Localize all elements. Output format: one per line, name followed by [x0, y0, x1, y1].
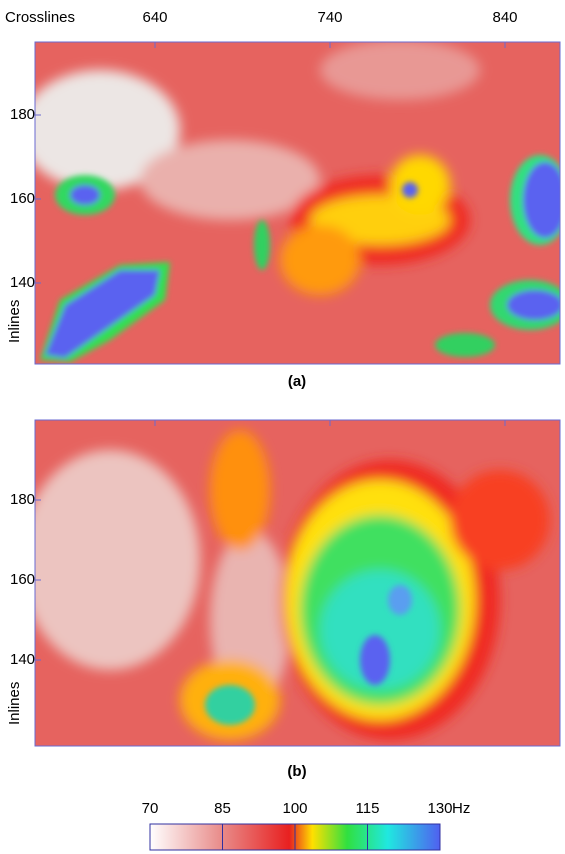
y-tick-label: 140: [10, 274, 35, 291]
x-tick-label: 840: [492, 9, 517, 26]
map-a: [20, 40, 565, 364]
map-b: [20, 420, 560, 746]
panel-label: (a): [288, 373, 306, 390]
colorbar-tick-label: 115: [356, 800, 380, 817]
y-axis-label: Inlines: [6, 300, 23, 343]
colorbar-tick-label: 85: [214, 800, 231, 817]
figure: Crosslines Inlines Inlines (a) (b) 640 74…: [0, 0, 565, 854]
x-tick-label: 740: [317, 9, 342, 26]
colorbar-unit: Hz: [452, 800, 470, 817]
y-tick-label: 180: [10, 106, 35, 123]
colorbar-tick-label: 100: [282, 800, 307, 817]
x-tick-label: 640: [142, 9, 167, 26]
y-tick-label: 160: [10, 571, 35, 588]
panel-label: (b): [287, 763, 306, 780]
x-axis-label: Crosslines: [5, 9, 75, 26]
y-tick-label: 160: [10, 190, 35, 207]
y-tick-label: 140: [10, 651, 35, 668]
colorbar-tick-label: 70: [142, 800, 159, 817]
colorbar-tick-label: 130: [427, 800, 452, 817]
y-tick-label: 180: [10, 491, 35, 508]
y-axis-label: Inlines: [6, 682, 23, 725]
